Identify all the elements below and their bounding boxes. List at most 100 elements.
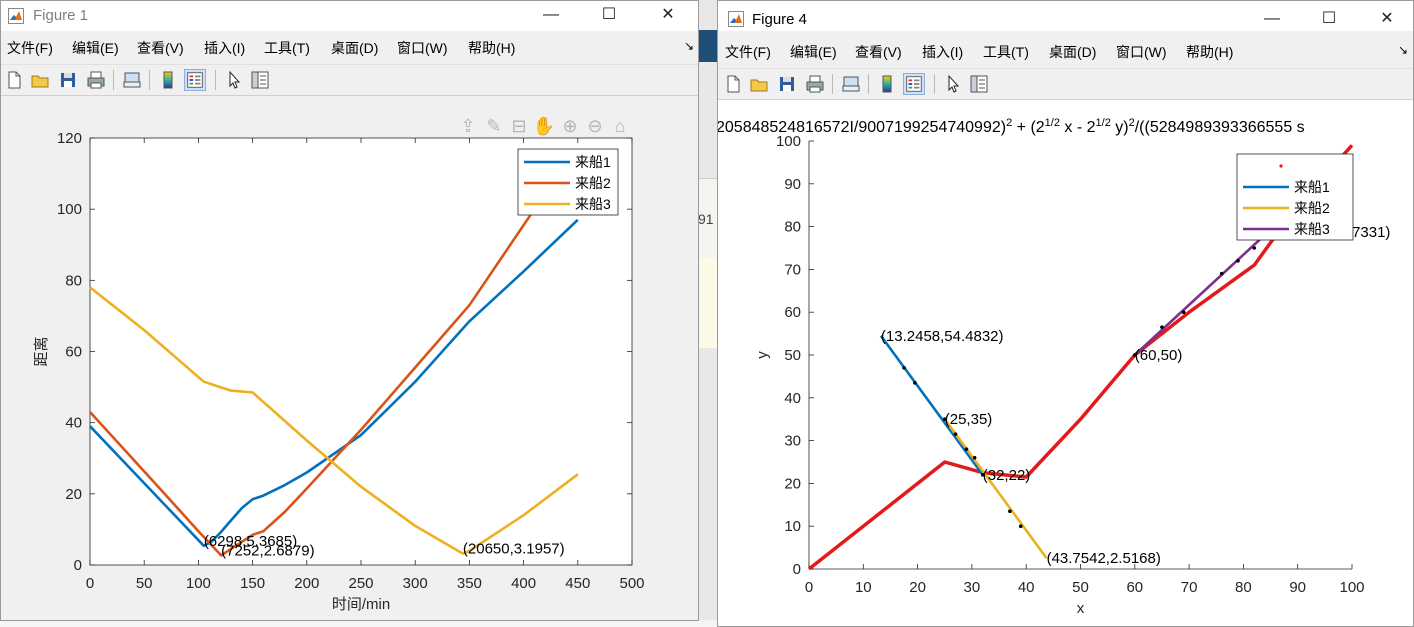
property-editor-icon[interactable] bbox=[249, 69, 271, 91]
x-tick-label: 90 bbox=[1289, 579, 1306, 596]
maximize-button[interactable]: ☐ bbox=[1321, 10, 1337, 27]
y-tick-label: 10 bbox=[784, 518, 801, 535]
minimize-button[interactable]: — bbox=[1264, 10, 1280, 27]
data-point bbox=[902, 366, 906, 370]
x-tick-label: 70 bbox=[1181, 579, 1198, 596]
data-point bbox=[942, 417, 947, 422]
x-tick-label: 50 bbox=[136, 575, 153, 592]
matlab-icon bbox=[728, 11, 744, 27]
data-point bbox=[953, 432, 958, 436]
menu-desktop[interactable]: 桌面(D) bbox=[331, 40, 379, 56]
x-tick-label: 60 bbox=[1126, 579, 1143, 596]
menu-file[interactable]: 文件(F) bbox=[725, 44, 771, 60]
zoom-in-icon: ⊕ bbox=[562, 116, 577, 136]
x-tick-label: 50 bbox=[1072, 579, 1089, 596]
menu-desktop[interactable]: 桌面(D) bbox=[1049, 44, 1097, 60]
y-tick-label: 70 bbox=[784, 261, 801, 278]
save-icon[interactable] bbox=[57, 69, 79, 91]
x-tick-label: 0 bbox=[86, 575, 94, 592]
legend-label: 来船3 bbox=[1294, 221, 1330, 237]
data-point bbox=[964, 447, 969, 451]
menu-edit[interactable]: 编辑(E) bbox=[790, 44, 837, 60]
menu-view[interactable]: 查看(V) bbox=[137, 40, 184, 56]
maximize-button[interactable]: ☐ bbox=[601, 6, 617, 23]
y-tick-label: 40 bbox=[65, 415, 82, 432]
title-bar: Figure 4 — ☐ ✕ bbox=[718, 1, 1413, 31]
menu-file[interactable]: 文件(F) bbox=[7, 40, 53, 56]
minimize-button[interactable]: — bbox=[543, 6, 559, 23]
legend-icon[interactable] bbox=[184, 69, 206, 91]
menu-bar: 文件(F) 编辑(E) 查看(V) 插入(I) 工具(T) 桌面(D) 窗口(W… bbox=[1, 33, 698, 59]
menu-insert[interactable]: 插入(I) bbox=[922, 44, 964, 60]
dock-arrow-icon[interactable]: ↘ bbox=[1398, 43, 1409, 57]
data-label: (7252,2.6879) bbox=[221, 542, 314, 559]
background-strip: 91 bbox=[698, 0, 718, 627]
legend-label: 来船2 bbox=[575, 175, 611, 191]
matlab-icon bbox=[8, 8, 24, 24]
background-panel-yellow bbox=[698, 258, 718, 348]
data-point bbox=[1236, 259, 1240, 263]
background-blue-band bbox=[698, 30, 718, 62]
y-tick-label: 20 bbox=[784, 475, 801, 492]
open-folder-icon[interactable] bbox=[29, 69, 51, 91]
series-line-1 bbox=[89, 218, 579, 548]
chart-title-part: 1/2 bbox=[1045, 117, 1060, 129]
menu-window[interactable]: 窗口(W) bbox=[397, 40, 448, 56]
new-file-icon[interactable] bbox=[722, 73, 744, 95]
x-tick-label: 250 bbox=[348, 575, 373, 592]
data-point bbox=[1133, 353, 1137, 357]
dock-arrow-icon[interactable]: ↘ bbox=[684, 39, 695, 53]
trajectory-chart: 0 10 20 30 40 50 60 70 80 90 100 0 10 20 30 40 50 60 70 80 9… bbox=[718, 100, 1413, 626]
x-tick-label: 500 bbox=[619, 575, 644, 592]
pointer-icon[interactable] bbox=[942, 73, 964, 95]
colorbar-icon[interactable] bbox=[876, 73, 898, 95]
y-tick-label: 20 bbox=[65, 486, 82, 503]
toolbar-separator bbox=[832, 74, 833, 94]
link-plot-icon[interactable] bbox=[840, 73, 862, 95]
menu-tools[interactable]: 工具(T) bbox=[264, 40, 310, 56]
data-point bbox=[980, 473, 985, 477]
y-tick-label: 40 bbox=[784, 390, 801, 407]
home-icon: ⌂ bbox=[615, 116, 626, 136]
menu-help[interactable]: 帮助(H) bbox=[468, 40, 516, 56]
menu-tools[interactable]: 工具(T) bbox=[983, 44, 1029, 60]
legend-box bbox=[1236, 153, 1354, 241]
menu-help[interactable]: 帮助(H) bbox=[1186, 44, 1234, 60]
menu-view[interactable]: 查看(V) bbox=[855, 44, 902, 60]
data-label: (13.2458,54.4832) bbox=[881, 328, 1004, 345]
background-text: 91 bbox=[698, 211, 714, 227]
legend-icon[interactable] bbox=[903, 73, 925, 95]
property-editor-icon[interactable] bbox=[968, 73, 990, 95]
pointer-icon[interactable] bbox=[223, 69, 245, 91]
menu-insert[interactable]: 插入(I) bbox=[204, 40, 246, 56]
menu-bar: 文件(F) 编辑(E) 查看(V) 插入(I) 工具(T) 桌面(D) 窗口(W… bbox=[718, 37, 1413, 63]
data-tips-icon: ⊟ bbox=[511, 116, 526, 136]
open-folder-icon[interactable] bbox=[748, 73, 770, 95]
close-button[interactable]: ✕ bbox=[1380, 10, 1394, 27]
y-tick-label: 50 bbox=[784, 347, 801, 364]
save-icon[interactable] bbox=[776, 73, 798, 95]
series-line-3 bbox=[89, 286, 579, 555]
menu-window[interactable]: 窗口(W) bbox=[1116, 44, 1167, 60]
y-tick-label: 80 bbox=[65, 272, 82, 289]
close-button[interactable]: ✕ bbox=[661, 6, 675, 23]
y-axis-label: 距离 bbox=[33, 336, 50, 366]
menu-edit[interactable]: 编辑(E) bbox=[72, 40, 119, 56]
print-icon[interactable] bbox=[85, 69, 107, 91]
chart-title-part: /((5284989393366555 s bbox=[1135, 119, 1305, 136]
link-plot-icon[interactable] bbox=[121, 69, 143, 91]
series-line-2 bbox=[879, 335, 984, 476]
new-file-icon[interactable] bbox=[3, 69, 25, 91]
chart-title-part: 2 bbox=[1006, 117, 1012, 129]
y-tick-label: 0 bbox=[793, 561, 801, 578]
data-point bbox=[1219, 271, 1224, 276]
print-icon[interactable] bbox=[804, 73, 826, 95]
data-point bbox=[972, 455, 977, 460]
colorbar-icon[interactable] bbox=[157, 69, 179, 91]
y-tick-label: 0 bbox=[74, 557, 82, 574]
data-point bbox=[1008, 509, 1012, 514]
series-line-2 bbox=[89, 208, 536, 557]
x-tick-label: 0 bbox=[805, 579, 813, 596]
x-axis-label: x bbox=[1077, 600, 1085, 617]
legend-label: 来船1 bbox=[1294, 179, 1330, 195]
